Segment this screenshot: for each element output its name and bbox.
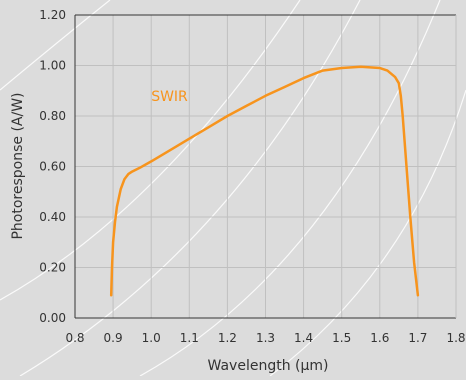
x-tick-label: 0.8: [65, 331, 84, 345]
x-tick-label: 1.6: [370, 331, 389, 345]
y-axis-ticks: 0.00 0.20 0.40 0.60 0.80 1.00 1.20: [39, 8, 66, 325]
x-tick-label: 1.3: [256, 331, 275, 345]
x-tick-label: 0.9: [104, 331, 123, 345]
x-tick-label: 1.5: [332, 331, 351, 345]
annotation-label-0: SWIR: [151, 89, 188, 105]
decorative-arc-5: [0, 0, 111, 91]
y-axis-label: Photoresponse (A/W): [10, 92, 26, 239]
series-group: [109, 65, 420, 297]
x-tick-label: 1.4: [294, 331, 313, 345]
y-tick-label: 0.20: [39, 261, 66, 275]
y-tick-label: 1.20: [39, 8, 66, 22]
grid: [75, 15, 456, 318]
y-tick-label: 1.00: [39, 59, 66, 73]
x-tick-label: 1.0: [142, 331, 161, 345]
x-axis-label: Wavelength (µm): [208, 358, 329, 374]
y-tick-label: 0.60: [39, 160, 66, 174]
x-tick-label: 1.1: [180, 331, 199, 345]
x-tick-label: 1.2: [218, 331, 237, 345]
series-line-0: [109, 65, 420, 297]
annotations: SWIR: [151, 89, 188, 105]
decorative-arc-1: [0, 0, 301, 301]
x-axis-ticks: 0.8 0.9 1.0 1.1 1.2 1.3 1.4 1.5 1.6 1.7 1.8: [65, 331, 465, 345]
y-tick-label: 0.80: [39, 109, 66, 123]
decorative-arc-4: [269, 89, 466, 377]
decorative-arc-2: [19, 0, 361, 377]
y-tick-label: 0.00: [39, 311, 66, 325]
decorative-arc-3: [139, 0, 441, 377]
plot-frame: [74, 14, 457, 319]
x-tick-label: 1.8: [446, 331, 465, 345]
y-tick-label: 0.40: [39, 210, 66, 224]
x-tick-label: 1.7: [408, 331, 427, 345]
